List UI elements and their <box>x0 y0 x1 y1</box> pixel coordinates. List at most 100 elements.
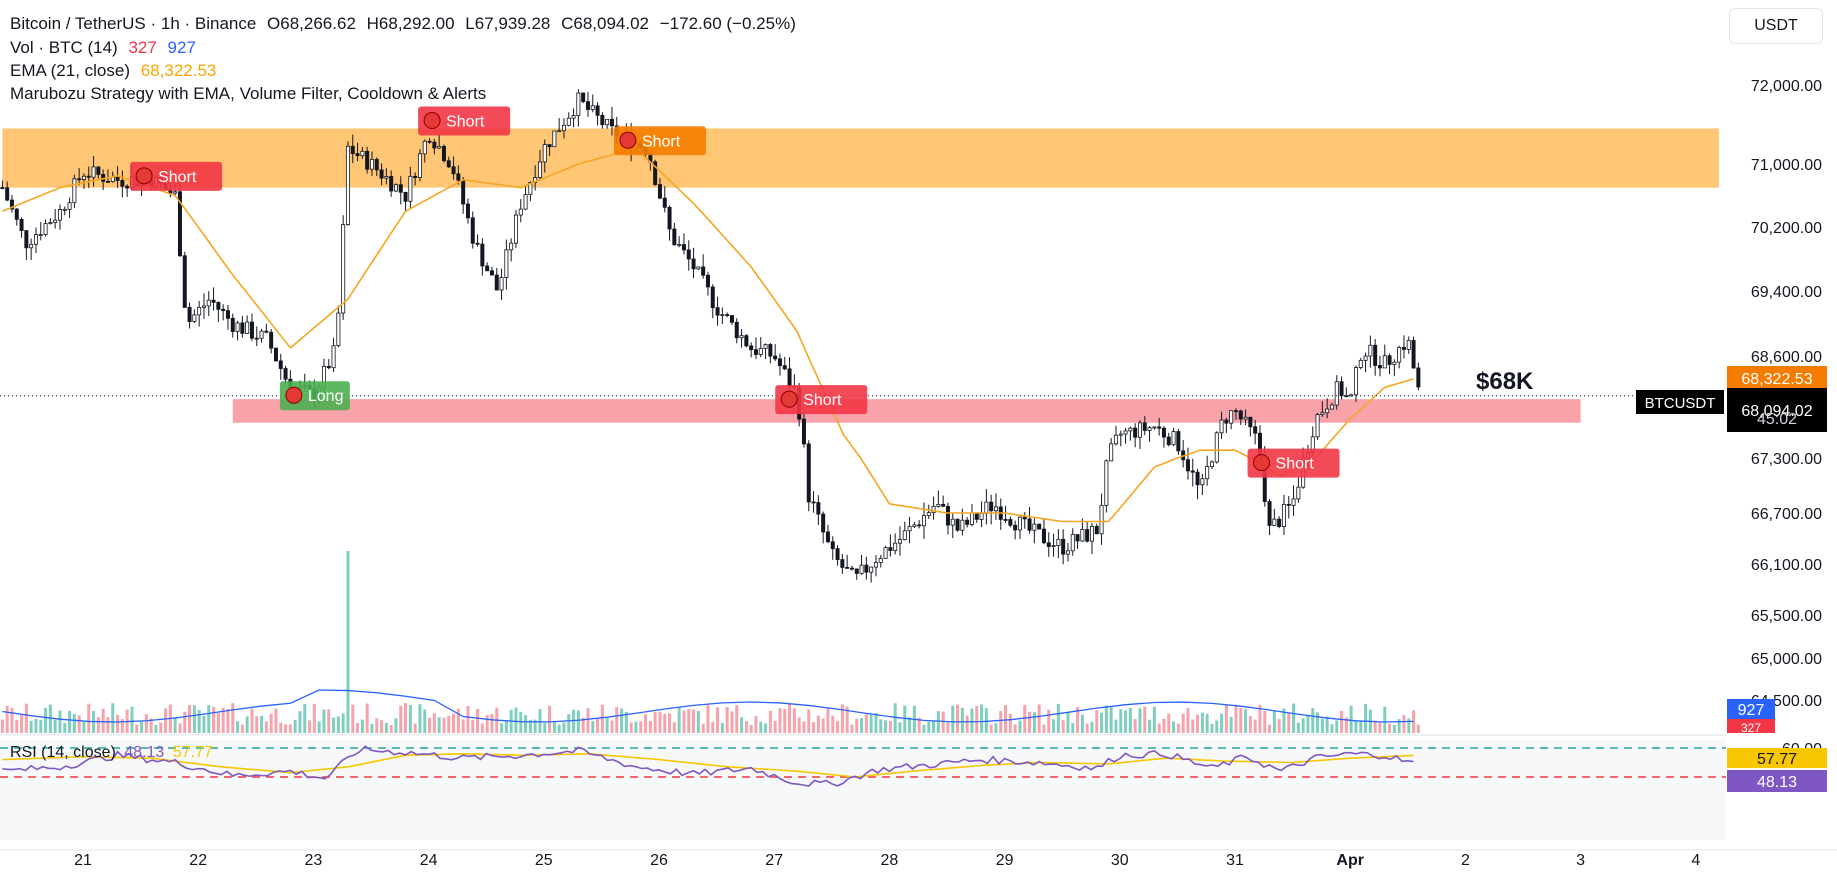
volume-bar <box>648 721 652 733</box>
candle-body <box>1099 504 1104 535</box>
strategy-legend[interactable]: Marubozu Strategy with EMA, Volume Filte… <box>10 84 492 104</box>
volume-bar <box>1392 724 1396 733</box>
candle-body <box>677 244 682 246</box>
volume-bar <box>1330 724 1334 733</box>
candle-body <box>600 114 605 126</box>
volume-bar <box>68 710 72 733</box>
volume-bar <box>336 716 340 733</box>
ohlc-high: H68,292.00 <box>366 14 455 33</box>
candle-body <box>1373 344 1378 366</box>
signal-icon-1 <box>423 112 441 130</box>
volume-bar <box>485 715 489 733</box>
volume-bar <box>130 706 134 733</box>
volume-bar <box>869 714 873 733</box>
volume-bar <box>922 724 926 733</box>
candle-body <box>581 92 586 103</box>
currency-unit-button[interactable]: USDT <box>1729 8 1823 44</box>
signal-icon-4 <box>780 390 798 408</box>
volume-bar <box>188 705 192 733</box>
candle-body <box>1272 518 1277 526</box>
rsi-legend[interactable]: RSI (14, close) 48.13 57.77 <box>10 744 213 762</box>
volume-bar <box>408 704 412 733</box>
candle-body <box>53 219 58 223</box>
volume-bar <box>864 714 868 733</box>
volume-bar <box>1042 724 1046 733</box>
candle-body <box>1286 503 1291 506</box>
ema-legend[interactable]: EMA (21, close) 68,322.53 <box>10 61 222 81</box>
volume-bar <box>1301 718 1305 733</box>
volume-bar <box>1148 719 1152 733</box>
candle-body <box>1147 427 1152 431</box>
volume-bar <box>404 703 408 733</box>
candle-body <box>240 322 245 334</box>
candle-body <box>1061 538 1066 555</box>
volume-bar <box>768 710 772 733</box>
candle-body <box>331 345 336 369</box>
rsi-ma-line <box>2 752 1414 778</box>
volume-bar <box>687 709 691 733</box>
volume-bar <box>1028 711 1032 733</box>
candle-body <box>816 502 821 515</box>
volume-bar <box>816 715 820 733</box>
volume-bar <box>634 721 638 733</box>
signal-label-1: Short <box>446 114 485 131</box>
candle-body <box>105 181 110 183</box>
candle-body <box>201 305 206 308</box>
candle-body <box>499 277 504 291</box>
candle-body <box>384 176 389 179</box>
volume-bar <box>773 720 777 733</box>
volume-bar <box>831 715 835 733</box>
volume-bar <box>1388 723 1392 733</box>
candle-body <box>403 191 408 202</box>
candle-body <box>283 368 288 380</box>
candle-body <box>955 518 960 531</box>
volume-bar <box>1157 723 1161 733</box>
candle-body <box>984 501 989 514</box>
volume-bar <box>1119 709 1123 733</box>
candle-body <box>1133 427 1138 438</box>
volume-bar <box>1071 723 1075 733</box>
candle-body <box>974 512 979 520</box>
volume-ma-line <box>2 689 1414 723</box>
price-tick-label: 67,300.00 <box>1751 451 1822 468</box>
volume-bar <box>399 705 403 733</box>
volume-bar <box>365 703 369 733</box>
volume-bar <box>264 721 268 733</box>
volume-bar <box>1397 719 1401 733</box>
candle-body <box>657 184 662 199</box>
volume-bar <box>980 704 984 733</box>
candle-body <box>1113 434 1118 445</box>
candle-body <box>734 321 739 339</box>
volume-bar <box>1359 721 1363 733</box>
candle-body <box>989 501 994 512</box>
volume-bar <box>1172 721 1176 733</box>
candle-body <box>542 144 547 163</box>
volume-bar <box>826 707 830 733</box>
volume-ma-tag: 927 <box>1738 702 1765 719</box>
candle-body <box>249 321 254 339</box>
volume-bar <box>461 719 465 733</box>
ema-label: EMA (21, close) <box>10 61 130 80</box>
candle-body <box>1224 419 1229 424</box>
volume-bar <box>629 722 633 733</box>
volume-bar <box>1277 719 1281 733</box>
price-tick-label: 66,700.00 <box>1751 506 1822 523</box>
candle-body <box>547 144 552 148</box>
candle-body <box>1238 410 1243 420</box>
volume-legend[interactable]: Vol · BTC (14) 327 927 <box>10 38 202 58</box>
price-tick-label: 65,000.00 <box>1751 651 1822 668</box>
candle-body <box>235 322 240 332</box>
volume-bar <box>1023 705 1027 733</box>
candle-body <box>1128 427 1133 432</box>
candle-body <box>1411 339 1416 369</box>
volume-bar <box>269 713 273 733</box>
volume-bar <box>567 714 571 733</box>
signal-layer[interactable]: Short Short Short Long Short Short <box>130 106 1340 478</box>
volume-bar <box>29 720 33 733</box>
volume-bar <box>1008 713 1012 733</box>
symbol-title[interactable]: Bitcoin / TetherUS · 1h · Binance <box>10 14 257 33</box>
volume-bar <box>183 711 187 733</box>
volume-bar <box>672 722 676 733</box>
volume-bar <box>202 715 206 733</box>
